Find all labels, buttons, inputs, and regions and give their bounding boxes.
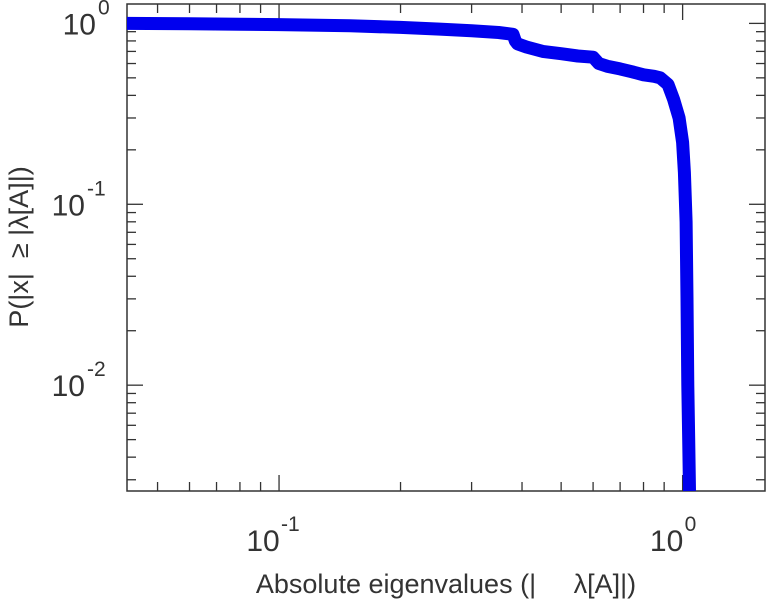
x-tick-label: 10: [650, 525, 683, 558]
x-tick-label: 10: [246, 525, 279, 558]
y-tick-label: 10: [52, 189, 85, 222]
plot-frame: [126, 3, 766, 492]
y-tick-label: 10: [52, 370, 85, 403]
y-tick-label-exponent: 0: [98, 0, 110, 19]
x-tick-label-exponent: -1: [281, 513, 300, 536]
axis-ticks: [127, 4, 765, 491]
x-axis-label: Absolute eigenvalues (| λ[A]|): [256, 569, 636, 599]
y-axis-label: P(|x| ≥ |λ[A]|): [4, 166, 34, 327]
series-line: [126, 16, 696, 492]
x-tick-label-exponent: 0: [685, 513, 697, 536]
y-tick-label: 10: [63, 8, 96, 41]
y-tick-label-exponent: -2: [87, 358, 106, 381]
y-tick-label-exponent: -1: [87, 177, 106, 200]
